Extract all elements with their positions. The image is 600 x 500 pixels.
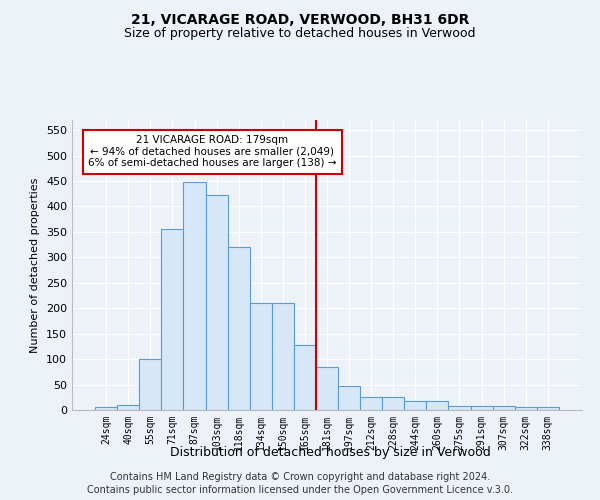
Bar <box>250 303 272 410</box>
Bar <box>117 405 139 410</box>
Bar <box>537 408 559 410</box>
Bar <box>227 247 250 410</box>
Bar <box>493 406 515 410</box>
Bar <box>427 401 448 410</box>
Y-axis label: Number of detached properties: Number of detached properties <box>31 178 40 352</box>
Bar <box>360 397 382 410</box>
Bar <box>294 345 316 410</box>
Bar <box>382 397 404 410</box>
Bar <box>95 408 117 410</box>
Bar <box>404 401 427 410</box>
Text: Contains HM Land Registry data © Crown copyright and database right 2024.: Contains HM Land Registry data © Crown c… <box>110 472 490 482</box>
Text: 21, VICARAGE ROAD, VERWOOD, BH31 6DR: 21, VICARAGE ROAD, VERWOOD, BH31 6DR <box>131 12 469 26</box>
Bar <box>338 386 360 410</box>
Text: Distribution of detached houses by size in Verwood: Distribution of detached houses by size … <box>170 446 490 459</box>
Bar <box>161 230 184 410</box>
Bar <box>206 196 227 410</box>
Bar <box>448 406 470 410</box>
Bar <box>272 303 294 410</box>
Text: Contains public sector information licensed under the Open Government Licence v.: Contains public sector information licen… <box>87 485 513 495</box>
Bar <box>470 406 493 410</box>
Bar <box>316 367 338 410</box>
Text: Size of property relative to detached houses in Verwood: Size of property relative to detached ho… <box>124 28 476 40</box>
Text: 21 VICARAGE ROAD: 179sqm
← 94% of detached houses are smaller (2,049)
6% of semi: 21 VICARAGE ROAD: 179sqm ← 94% of detach… <box>88 136 337 168</box>
Bar <box>139 359 161 410</box>
Bar <box>515 408 537 410</box>
Bar <box>184 182 206 410</box>
